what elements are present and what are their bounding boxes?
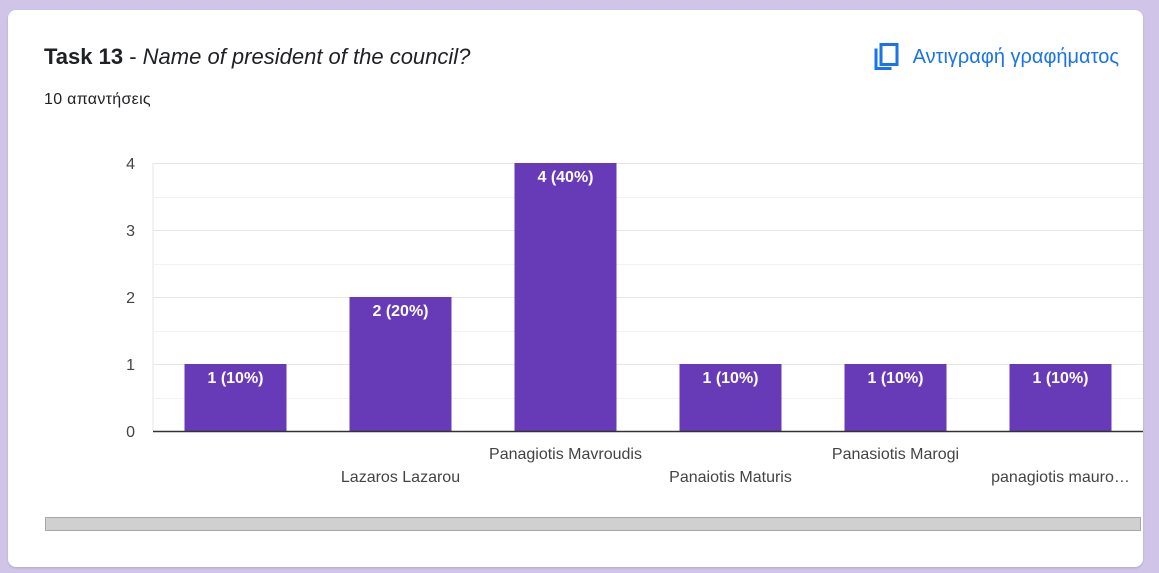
data-label: 1 (10%)	[867, 370, 923, 387]
bar	[679, 364, 782, 431]
y-tick-label: 1	[126, 357, 135, 374]
bar-chart: 0 1 2 3 4 1 (10%) 2 (20%) 4 (40%) 1 (10%) 1 (10%)…	[126, 156, 1143, 486]
data-label: 1 (10%)	[207, 370, 263, 387]
data-label: 2 (20%)	[372, 303, 428, 320]
bar	[1009, 364, 1112, 431]
y-tick-label: 4	[126, 156, 135, 173]
bar	[184, 364, 287, 431]
bar	[349, 297, 452, 431]
copy-icon	[873, 43, 899, 71]
x-tick-label: panagiotis mauro…	[991, 469, 1130, 486]
x-tick-label: Lazaros Lazarou	[341, 469, 460, 486]
title-separator: -	[123, 44, 143, 69]
data-label: 1 (10%)	[1032, 370, 1088, 387]
copy-chart-label: Αντιγραφή γραφήματος	[912, 45, 1119, 68]
y-tick-label: 2	[126, 290, 135, 307]
y-tick-label: 0	[126, 424, 135, 441]
question-text: Name of president of the council?	[142, 44, 471, 69]
task-label: Task 13	[44, 44, 124, 69]
bar	[514, 163, 617, 431]
copy-chart-button[interactable]: Αντιγραφή γραφήματος	[873, 40, 1119, 74]
data-label: 1 (10%)	[702, 370, 758, 387]
x-tick-label: Panagiotis Mavroudis	[489, 446, 642, 463]
bar	[844, 364, 947, 431]
x-tick-label: Panaiotis Maturis	[669, 469, 792, 486]
data-label: 4 (40%)	[537, 169, 593, 186]
response-count: 10 απαντήσεις	[44, 91, 151, 108]
x-tick-label: Panasiotis Marogi	[832, 446, 959, 463]
horizontal-scrollbar[interactable]	[45, 517, 1141, 531]
chart-title: Task 13 - Name of president of the counc…	[44, 44, 470, 70]
y-tick-label: 3	[126, 223, 135, 240]
chart-card: Task 13 - Name of president of the counc…	[8, 10, 1143, 567]
